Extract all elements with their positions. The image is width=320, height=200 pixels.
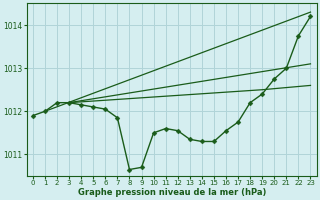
X-axis label: Graphe pression niveau de la mer (hPa): Graphe pression niveau de la mer (hPa) xyxy=(77,188,266,197)
